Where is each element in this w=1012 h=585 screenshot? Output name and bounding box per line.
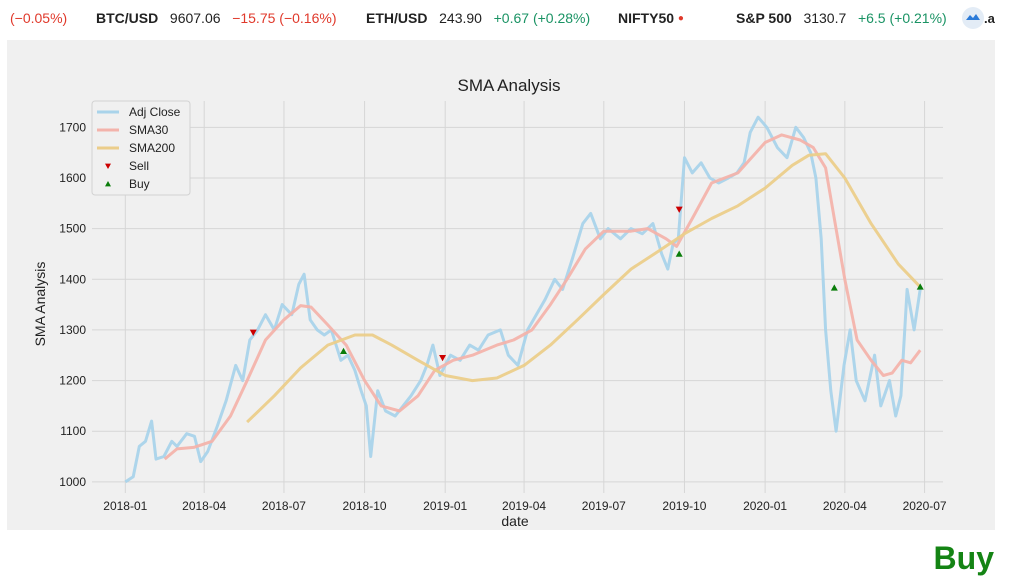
y-tick-label: 1400 bbox=[59, 272, 86, 286]
x-axis-label: date bbox=[501, 513, 528, 529]
legend-label: Adj Close bbox=[129, 105, 181, 119]
x-tick-label: 2020-04 bbox=[823, 499, 867, 513]
ticker-item[interactable]: ETH/USD 243.90 +0.67 (+0.28%) bbox=[366, 0, 590, 36]
action-signal: Buy bbox=[933, 540, 994, 576]
legend-label: SMA200 bbox=[129, 141, 175, 155]
sell-marker bbox=[675, 206, 683, 213]
svg-text:.a: .a bbox=[984, 11, 996, 26]
x-tick-label: 2019-10 bbox=[662, 499, 706, 513]
legend-label: Buy bbox=[129, 177, 150, 191]
x-tick-label: 2018-01 bbox=[103, 499, 147, 513]
y-tick-label: 1000 bbox=[59, 475, 86, 489]
x-tick-label: 2020-01 bbox=[743, 499, 787, 513]
buy-marker bbox=[340, 347, 348, 354]
ticker-symbol: ETH/USD bbox=[366, 10, 428, 26]
ticker-item[interactable]: (−0.05%) bbox=[10, 0, 67, 36]
ticker-change: −15.75 (−0.16%) bbox=[232, 10, 337, 26]
chart-title: SMA Analysis bbox=[458, 76, 561, 95]
ticker-price: 9607.06 bbox=[169, 10, 221, 26]
y-tick-label: 1200 bbox=[59, 374, 86, 388]
ticker-change: (−0.05%) bbox=[10, 10, 68, 26]
y-tick-label: 1100 bbox=[60, 424, 86, 438]
chart-markers bbox=[249, 206, 924, 362]
sell-marker bbox=[439, 354, 447, 362]
legend-label: Sell bbox=[129, 159, 149, 173]
y-axis-label: SMA Analysis bbox=[32, 262, 48, 347]
ticker-item[interactable]: BTC/USD 9607.06 −15.75 (−0.16%) bbox=[96, 0, 336, 36]
y-tick-label: 1700 bbox=[59, 120, 86, 134]
ticker-item[interactable]: S&P 500 3130.7 +6.5 (+0.21%) bbox=[736, 0, 947, 36]
y-tick-label: 1300 bbox=[59, 323, 86, 337]
ticker-symbol: S&P 500 bbox=[736, 10, 792, 26]
x-tick-label: 2018-10 bbox=[343, 499, 387, 513]
series-line-sma200 bbox=[246, 152, 922, 424]
ticker-bar: (−0.05%) BTC/USD 9607.06 −15.75 (−0.16%)… bbox=[0, 0, 1012, 36]
x-tick-label: 2019-04 bbox=[502, 499, 546, 513]
legend-box bbox=[91, 100, 191, 196]
ticker-change: +0.67 (+0.28%) bbox=[493, 10, 591, 26]
sell-marker bbox=[249, 329, 257, 336]
y-tick-label: 1600 bbox=[59, 171, 86, 185]
buy-marker bbox=[830, 284, 838, 291]
ticker-item[interactable]: NIFTY50 ● bbox=[618, 0, 684, 36]
ticker-price: 3130.7 bbox=[803, 10, 847, 26]
x-tick-label: 2018-07 bbox=[262, 499, 306, 513]
chart-grid bbox=[92, 101, 943, 493]
legend-sell-icon bbox=[105, 163, 111, 169]
ticker-symbol: BTC/USD bbox=[96, 10, 159, 26]
sma-chart: 1000 1100 1200 1300 1400 1500 1600 1700 2018-01 2… bbox=[7, 40, 995, 530]
chart-legend: Adj Close SMA30 SMA200 Sell Buy bbox=[91, 100, 191, 196]
legend-label: SMA30 bbox=[129, 123, 169, 137]
ticker-symbol: NIFTY50 bbox=[618, 10, 675, 26]
ticker-price: 243.90 bbox=[439, 10, 482, 26]
series-line-adj-close bbox=[124, 115, 922, 484]
x-tick-label: 2018-04 bbox=[182, 499, 226, 513]
ticker-change: +6.5 (+0.21%) bbox=[857, 10, 947, 26]
status-dot-icon: ● bbox=[677, 13, 684, 24]
y-tick-label: 1500 bbox=[59, 222, 86, 236]
chart-ticks: 1000 1100 1200 1300 1400 1500 1600 1700 2018-01 2… bbox=[59, 120, 947, 513]
buy-marker bbox=[675, 250, 683, 257]
x-tick-label: 2020-07 bbox=[903, 499, 947, 513]
series-line-sma30 bbox=[163, 133, 922, 461]
chart-series bbox=[124, 115, 922, 484]
legend-buy-icon bbox=[105, 181, 111, 187]
tradingview-logo-icon[interactable]: .a bbox=[960, 5, 1012, 31]
buy-marker bbox=[916, 283, 924, 290]
chart-container: 1000 1100 1200 1300 1400 1500 1600 1700 2018-01 2… bbox=[7, 40, 995, 530]
x-tick-label: 2019-01 bbox=[423, 499, 467, 513]
x-tick-label: 2019-07 bbox=[582, 499, 626, 513]
